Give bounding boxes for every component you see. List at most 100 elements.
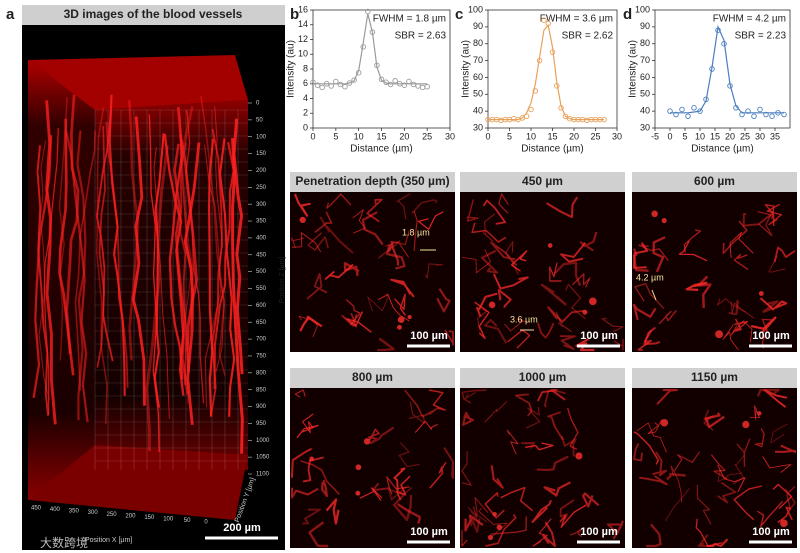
vessel (387, 241, 400, 266)
x-tick-label: 5 (682, 131, 687, 141)
cell (651, 210, 658, 218)
vessel (772, 483, 793, 510)
vessel (390, 278, 415, 298)
cell (715, 330, 724, 339)
data-point (419, 84, 426, 91)
vessel (65, 94, 80, 354)
z-tick-label: 150 (256, 151, 267, 157)
vessel (484, 491, 505, 519)
vessel (632, 303, 657, 321)
y-tick-label: 0 (303, 122, 308, 132)
x-tick-label: 30 (445, 131, 455, 141)
vessel (542, 521, 557, 548)
vessel (601, 317, 624, 333)
vessel (704, 412, 725, 429)
vessel (728, 299, 740, 316)
vessel (200, 96, 226, 376)
y-tick-label: 30 (640, 122, 650, 132)
vessel (324, 263, 354, 280)
data-point (745, 108, 751, 114)
x-tick-label: 300 (88, 510, 99, 516)
vessel (366, 198, 383, 223)
z-tick-label: 550 (256, 286, 267, 292)
vessel (506, 429, 519, 455)
vessel (646, 523, 662, 548)
annotation: FWHM = 1.8 µm (373, 14, 446, 25)
vessel (777, 506, 793, 524)
y-tick-label: 40 (640, 106, 650, 116)
vessel (367, 428, 380, 441)
z-tick-label: 750 (256, 354, 267, 360)
cell (757, 411, 762, 416)
data-point (314, 82, 321, 88)
y-axis-label: Intensity (au) (628, 40, 639, 98)
x-tick-label: 20 (569, 131, 579, 141)
vessel (729, 231, 754, 258)
x-axis-label: Distance (µm) (521, 144, 583, 155)
vessel (388, 486, 413, 501)
vessel (546, 196, 579, 219)
vessel (408, 401, 426, 424)
data-point (342, 83, 348, 90)
data-point (406, 78, 412, 85)
vessel (733, 253, 749, 270)
vessel (536, 455, 569, 472)
volume-bottom (28, 445, 248, 520)
x-tick-label: 25 (422, 131, 432, 141)
x-tick-label: 0 (667, 131, 672, 141)
scale-bar-label: 200 µm (223, 522, 261, 534)
vessel (443, 446, 454, 479)
vessel (606, 520, 624, 540)
image-background (460, 192, 625, 352)
data-point (498, 117, 504, 124)
cell (487, 534, 494, 540)
vessel (761, 318, 774, 349)
vessel (232, 118, 244, 375)
y-tick-label: 6 (303, 78, 308, 88)
data-point (378, 76, 385, 83)
z-tick-label: 1000 (256, 438, 270, 444)
vessel (352, 209, 366, 234)
vessel (683, 229, 702, 253)
y-tick-label: 8 (303, 63, 308, 73)
z-tick-label: 450 (256, 252, 267, 258)
panel-label: c (455, 6, 463, 23)
cell (492, 511, 497, 517)
vessel (413, 210, 418, 252)
cell (575, 452, 583, 460)
vessel (670, 465, 683, 503)
vessel (396, 193, 411, 220)
scale-bar-label: 100 µm (580, 330, 618, 342)
vessel (638, 244, 669, 262)
vessel (471, 222, 507, 243)
y-tick-label: 60 (640, 72, 650, 82)
vessel (359, 487, 383, 501)
vessel (756, 501, 784, 528)
vessel (32, 135, 53, 399)
vessel (639, 475, 668, 486)
vessel (464, 514, 484, 532)
vessel (766, 203, 783, 226)
annotation: FWHM = 3.6 µm (540, 14, 613, 25)
vessel (96, 125, 106, 368)
image-title: 600 µm (694, 174, 735, 188)
annotation: SBR = 2.63 (395, 31, 447, 42)
data-point (511, 115, 517, 122)
vessel (148, 114, 160, 453)
panel-label: d (623, 6, 632, 23)
vessel (733, 485, 763, 521)
vessel (218, 138, 236, 417)
vessel (540, 283, 567, 306)
vessel (482, 213, 496, 242)
vessel (773, 246, 796, 263)
vessel (579, 231, 598, 252)
vessel (493, 273, 529, 290)
x-tick-label: 25 (590, 131, 600, 141)
title-bar (290, 172, 455, 192)
vessel (717, 298, 747, 313)
z-tick-label: 950 (256, 421, 267, 427)
z-tick-label: 1100 (256, 472, 270, 478)
cell (589, 297, 597, 306)
measurement-label: 1.8 µm (402, 227, 430, 237)
x-tick-label: 0 (485, 131, 490, 141)
